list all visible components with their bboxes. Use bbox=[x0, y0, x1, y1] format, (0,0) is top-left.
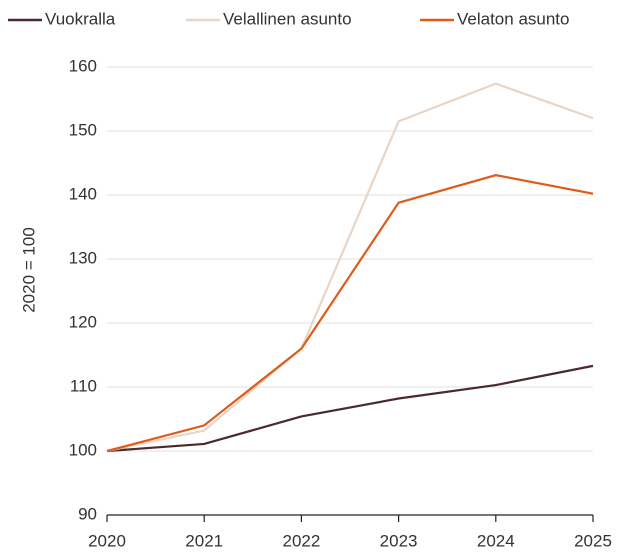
x-tick-label: 2024 bbox=[477, 531, 515, 550]
y-tick-label: 110 bbox=[70, 376, 97, 395]
y-tick-label: 130 bbox=[69, 248, 97, 267]
y-tick-label: 90 bbox=[78, 504, 97, 523]
x-tick-label: 2025 bbox=[574, 531, 612, 550]
y-tick-label: 150 bbox=[69, 120, 97, 139]
y-axis-label: 2020 = 100 bbox=[19, 227, 38, 313]
x-tick-label: 2023 bbox=[380, 531, 418, 550]
y-tick-label: 120 bbox=[69, 312, 97, 331]
legend-label: Velallinen asunto bbox=[223, 9, 352, 28]
series-line bbox=[106, 174, 594, 453]
legend-label: Vuokralla bbox=[45, 9, 116, 28]
series-line bbox=[106, 364, 594, 453]
series-line bbox=[106, 82, 594, 453]
x-tick-label: 2022 bbox=[282, 531, 320, 550]
x-tick-label: 2021 bbox=[185, 531, 223, 550]
x-tick-label: 2020 bbox=[88, 531, 126, 550]
legend-label: Velaton asunto bbox=[457, 9, 569, 28]
y-tick-label: 160 bbox=[69, 56, 97, 75]
y-tick-label: 100 bbox=[69, 440, 97, 459]
y-tick-label: 140 bbox=[69, 184, 97, 203]
